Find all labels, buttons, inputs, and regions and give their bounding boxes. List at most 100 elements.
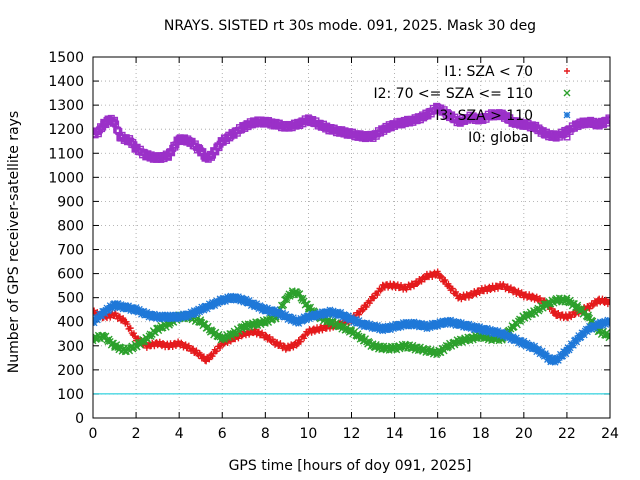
trace-point	[469, 322, 477, 330]
trace-point	[168, 313, 176, 321]
y-tick-label: 500	[57, 291, 84, 307]
trace-point	[200, 306, 208, 314]
trace-point	[325, 309, 333, 317]
legend-label: I0: global	[468, 130, 533, 146]
trace-point	[512, 334, 520, 342]
trace-point	[346, 316, 354, 324]
legend-label: I3: SZA > 110	[435, 108, 533, 124]
trace-point	[355, 317, 363, 325]
trace-point	[489, 330, 497, 338]
x-tick-label: 22	[558, 426, 576, 442]
trace-point	[274, 339, 281, 346]
trace-point	[156, 315, 164, 323]
trace-point	[546, 354, 554, 361]
legend-marker	[563, 89, 571, 97]
trace-point	[277, 340, 284, 347]
trace-point	[392, 320, 400, 328]
trace-point	[356, 320, 364, 327]
trace-point	[302, 316, 310, 324]
trace-point	[460, 323, 467, 331]
trace-point	[205, 355, 212, 362]
trace-point	[555, 353, 563, 361]
trace-point	[363, 303, 370, 310]
trace-point	[198, 303, 206, 311]
trace-point	[507, 336, 515, 344]
trace-point	[349, 315, 357, 323]
trace-point	[352, 315, 360, 323]
trace-point	[108, 304, 116, 312]
x-tick-label: 14	[386, 426, 404, 442]
trace-point	[215, 298, 223, 306]
trace-point	[407, 284, 414, 291]
trace-point	[193, 347, 200, 354]
trace-point	[386, 326, 394, 334]
trace-point	[454, 318, 462, 326]
trace-point	[324, 311, 332, 319]
trace-point	[449, 285, 456, 292]
y-tick-label: 400	[57, 315, 84, 331]
x-tick-label: 24	[601, 426, 619, 442]
trace-point	[321, 311, 329, 319]
trace-point	[465, 294, 472, 301]
trace-point	[564, 315, 571, 322]
trace-point	[98, 312, 106, 320]
trace-point	[120, 315, 127, 322]
trace-point	[180, 310, 187, 318]
trace-point	[234, 293, 242, 301]
trace-point	[470, 326, 478, 334]
trace-point	[289, 314, 297, 322]
trace-point	[224, 340, 231, 347]
trace-point	[200, 353, 207, 360]
trace-point	[447, 316, 455, 324]
trace-point	[192, 310, 200, 318]
trace-point	[93, 319, 98, 327]
trace-point	[437, 272, 444, 279]
trace-point	[178, 313, 186, 321]
trace-point	[213, 348, 220, 355]
trace-point	[121, 301, 129, 309]
trace-point	[223, 295, 231, 303]
trace-point	[418, 278, 425, 285]
trace-point	[452, 288, 459, 295]
trace-point	[266, 333, 273, 340]
trace-point	[506, 332, 514, 340]
trace-point	[574, 335, 582, 343]
trace-point	[262, 307, 270, 315]
legend-marker	[563, 111, 571, 119]
trace-point	[373, 321, 381, 329]
x-tick-label: 20	[515, 426, 533, 442]
trace-point	[174, 315, 182, 323]
trace-point	[465, 320, 473, 328]
trace-point	[334, 308, 341, 316]
trace-point	[337, 308, 345, 316]
trace-point	[464, 323, 472, 330]
trace-point	[232, 336, 239, 343]
legend-label: I1: SZA < 70	[444, 64, 533, 80]
y-tick-label: 800	[57, 218, 84, 234]
trace-point	[526, 291, 533, 298]
trace-point	[597, 319, 605, 327]
trace-point	[428, 319, 436, 327]
trace-point	[136, 307, 144, 315]
y-tick-label: 0	[75, 411, 84, 427]
trace-point	[150, 310, 158, 318]
y-tick-label: 300	[57, 339, 84, 355]
trace-point	[494, 327, 502, 335]
y-tick-label: 1500	[48, 50, 84, 66]
trace-point	[397, 323, 405, 331]
trace-point	[410, 318, 418, 326]
trace-point	[475, 326, 483, 334]
trace-point	[420, 323, 428, 331]
trace-point	[100, 307, 108, 315]
trace-point	[605, 114, 610, 122]
trace-point	[452, 322, 460, 330]
trace-point	[507, 284, 514, 291]
trace-point	[280, 301, 288, 309]
trace-point	[418, 319, 425, 327]
trace-point	[362, 302, 369, 309]
trace-point	[190, 345, 197, 352]
trace-point	[515, 287, 522, 294]
trace-point	[441, 321, 449, 329]
trace-point	[410, 283, 417, 290]
